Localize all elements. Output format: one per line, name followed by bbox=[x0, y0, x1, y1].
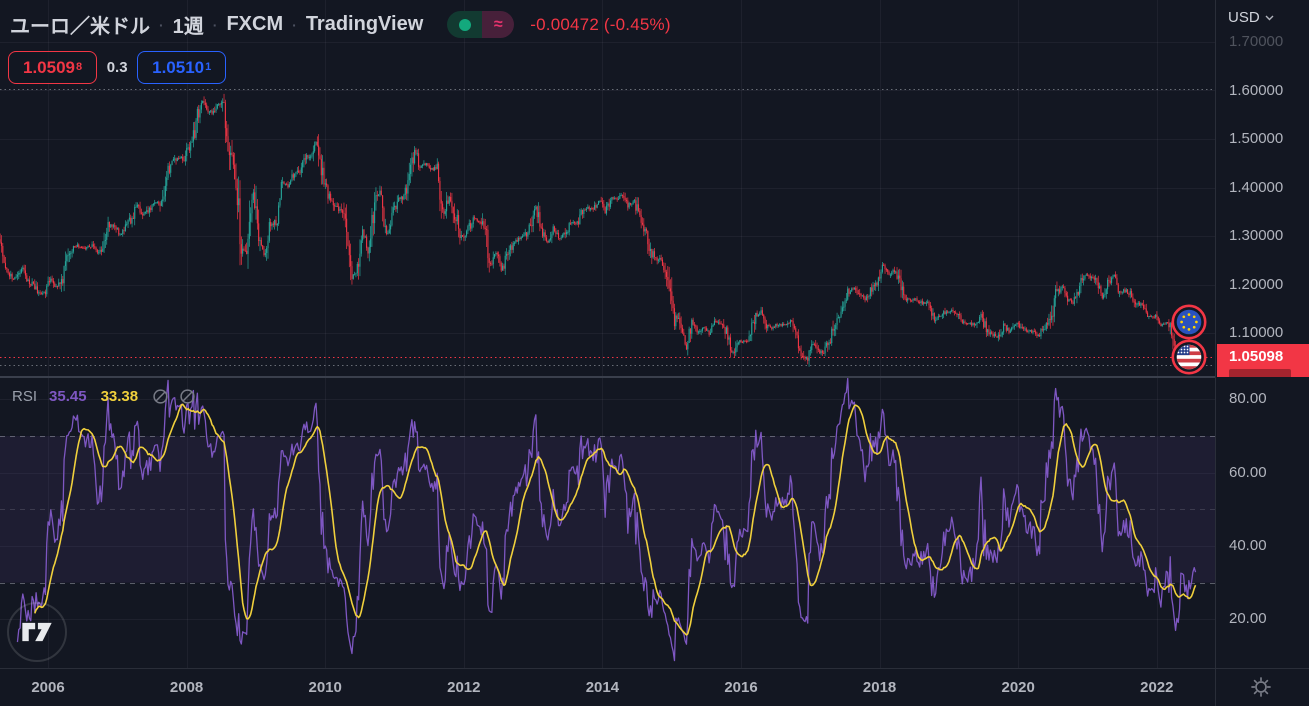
chart-header: ユーロ／米ドル · 1週 · FXCM · TradingView ≈ -0.0… bbox=[10, 10, 671, 39]
price-tick-label: 1.20000 bbox=[1229, 275, 1284, 293]
live-dot-segment[interactable] bbox=[447, 11, 483, 38]
tv-logo-icon bbox=[22, 622, 52, 642]
price-tick-label: 1.40000 bbox=[1229, 178, 1284, 196]
price-tick-label: 1.70000 bbox=[1229, 33, 1284, 50]
sell-button[interactable]: 1.0509 8 bbox=[8, 51, 98, 84]
separator-dot: · bbox=[212, 16, 218, 33]
circle-slash-icon[interactable] bbox=[152, 388, 169, 405]
rsi-tick-label: 60.00 bbox=[1229, 463, 1267, 481]
data-stream-toggle[interactable]: ≈ bbox=[447, 11, 515, 38]
separator-dot: · bbox=[159, 16, 164, 33]
year-tick-label: 2020 bbox=[1001, 679, 1035, 696]
currency-label: USD bbox=[1228, 9, 1260, 26]
ask-price-sup: 1 bbox=[205, 61, 212, 73]
green-dot-icon bbox=[458, 18, 471, 31]
price-axis[interactable]: USD 1.70000 1.60000 1.50000 1.40000 1.30000 1… bbox=[1215, 0, 1309, 706]
brand-label[interactable]: TradingView bbox=[305, 13, 424, 35]
year-tick-label: 2010 bbox=[308, 679, 342, 696]
pane-divider[interactable] bbox=[0, 376, 1215, 378]
circle-slash-icon[interactable] bbox=[179, 388, 196, 405]
rsi-tick-label: 80.00 bbox=[1229, 390, 1267, 408]
approx-segment[interactable]: ≈ bbox=[482, 11, 515, 38]
eu-flag-badge[interactable] bbox=[1170, 303, 1208, 346]
us-flag-badge[interactable] bbox=[1170, 338, 1208, 381]
year-tick-label: 2012 bbox=[447, 679, 481, 696]
price-tick-label: 1.60000 bbox=[1229, 81, 1284, 99]
tradingview-logo[interactable] bbox=[7, 602, 67, 662]
exchange-label[interactable]: FXCM bbox=[226, 13, 284, 35]
current-price-value: 1.05098 bbox=[1229, 348, 1284, 365]
bid-price: 1.0509 bbox=[23, 57, 75, 77]
price-tick-label: 1.50000 bbox=[1229, 130, 1284, 147]
bid-price-sup: 8 bbox=[76, 61, 83, 73]
rsi-tick-label: 20.00 bbox=[1229, 610, 1267, 628]
approx-icon: ≈ bbox=[493, 15, 503, 33]
chart-plot-canvas[interactable] bbox=[0, 0, 1215, 668]
price-tick-label: 1.30000 bbox=[1229, 227, 1284, 244]
interval-label[interactable]: 1週 bbox=[172, 16, 204, 38]
ask-price: 1.0510 bbox=[152, 57, 205, 77]
year-tick-label: 2018 bbox=[862, 679, 897, 696]
symbol-title[interactable]: ユーロ／米ドル · 1週 · FXCM · TradingView bbox=[10, 10, 423, 39]
year-tick-label: 2008 bbox=[169, 679, 204, 696]
rsi-value: 35.45 bbox=[49, 388, 87, 405]
chevron-down-icon bbox=[1265, 15, 1274, 20]
year-tick-label: 2006 bbox=[31, 679, 65, 696]
symbol-name[interactable]: ユーロ／米ドル bbox=[10, 16, 150, 38]
currency-dropdown[interactable]: USD bbox=[1228, 9, 1274, 26]
year-tick-label: 2014 bbox=[585, 679, 620, 696]
quote-row: 1.0509 8 0.3 1.0510 1 bbox=[8, 51, 227, 84]
gear-icon[interactable] bbox=[1250, 676, 1272, 698]
rsi-indicator-label[interactable]: RSI bbox=[12, 388, 38, 405]
spread-value: 0.3 bbox=[106, 59, 128, 76]
year-tick-label: 2016 bbox=[724, 679, 758, 696]
countdown-clipped bbox=[1229, 369, 1291, 377]
price-tick-label: 1.10000 bbox=[1229, 324, 1284, 341]
eu-stars bbox=[1180, 313, 1198, 331]
current-price-tag: 1.05098 bbox=[1217, 344, 1309, 377]
rsi-tick-label: 40.00 bbox=[1229, 536, 1267, 554]
rsi-legend[interactable]: RSI 35.45 33.38 bbox=[12, 388, 206, 405]
year-tick-label: 2022 bbox=[1140, 679, 1174, 696]
time-axis[interactable]: 2006 2008 2010 2012 2014 2016 2018 2020 2022 bbox=[0, 668, 1309, 706]
buy-button[interactable]: 1.0510 1 bbox=[137, 51, 227, 84]
rsi-ma-value: 33.38 bbox=[100, 388, 139, 405]
separator-dot: · bbox=[292, 16, 297, 33]
price-change-text: -0.00472 (-0.45%) bbox=[530, 14, 671, 34]
